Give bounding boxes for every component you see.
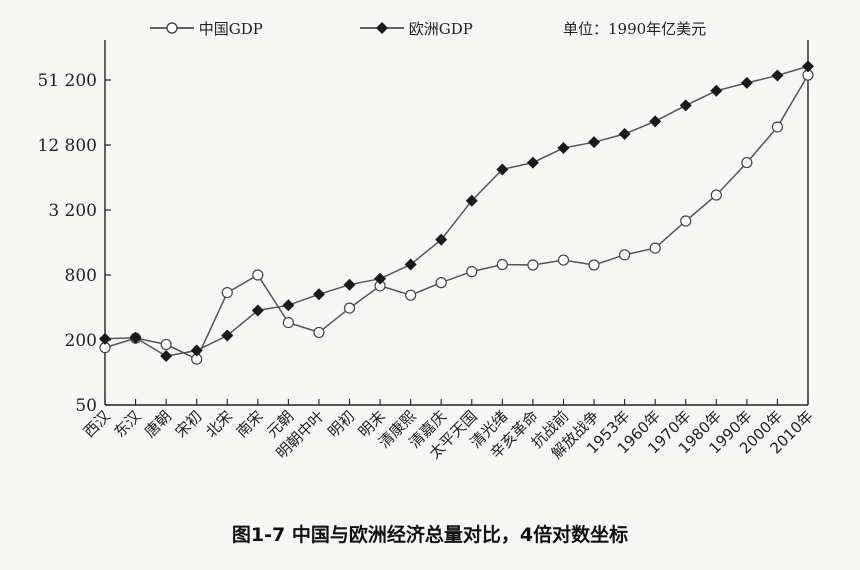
y-tick-label: 51 200 [38, 71, 97, 91]
europe-gdp-point [618, 127, 631, 140]
china-gdp-point [252, 269, 264, 281]
china-gdp-point [405, 289, 417, 301]
x-tick-label: 明初 [324, 407, 358, 441]
china-gdp-point [680, 215, 692, 227]
china-gdp-point [435, 277, 447, 289]
china-gdp-point [282, 316, 294, 329]
europe-gdp-point [129, 331, 142, 344]
x-tick-label: 南宋 [233, 407, 267, 441]
legend-china-label: 中国GDP [198, 20, 263, 38]
china-gdp-point [588, 259, 600, 271]
china-gdp-point [619, 249, 631, 261]
europe-gdp-point [771, 69, 784, 82]
china-gdp-point [710, 189, 722, 201]
legend-europe: 欧洲GDP [360, 18, 473, 39]
figure-caption: 图1-7 中国与欧洲经济总量对比，4倍对数坐标 [231, 524, 629, 546]
y-tick-label: 800 [65, 266, 97, 286]
europe-gdp-point [404, 258, 417, 271]
y-tick-label: 3 200 [48, 201, 97, 221]
x-tick-label: 北宋 [202, 407, 236, 441]
europe-gdp-point [588, 136, 601, 149]
europe-gdp-point [496, 163, 509, 176]
europe-gdp-point [526, 156, 539, 169]
y-tick-label: 200 [65, 331, 97, 351]
china-gdp-point [771, 121, 784, 133]
europe-gdp-point [465, 194, 478, 207]
china-gdp-point [649, 242, 661, 254]
europe-gdp-point [649, 115, 662, 128]
filled-diamond-marker-icon [360, 22, 404, 34]
china-gdp-point [160, 338, 172, 351]
europe-gdp-point [557, 142, 570, 155]
y-tick-label: 12 800 [38, 136, 97, 156]
europe-gdp-point [221, 329, 234, 342]
china-gdp-point [496, 258, 508, 271]
china-gdp-point [466, 266, 478, 278]
china-gdp-point [741, 156, 753, 169]
europe-gdp-point [740, 76, 753, 89]
x-tick-label: 宋初 [172, 407, 206, 441]
china-gdp-point [221, 286, 233, 299]
europe-gdp-point [435, 233, 448, 246]
x-tick-label: 东汉 [110, 407, 144, 441]
europe-gdp-point [710, 84, 723, 97]
china-gdp-point [313, 326, 325, 339]
legend-china: 中国GDP [150, 18, 263, 39]
china-gdp-point [557, 254, 570, 266]
europe-gdp-point [190, 344, 203, 357]
europe-gdp-point [679, 99, 692, 112]
europe-gdp-point [282, 299, 295, 312]
open-circle-marker-icon [150, 22, 194, 34]
x-tick-label: 唐朝 [141, 407, 175, 441]
legend-europe-label: 欧洲GDP [408, 20, 473, 38]
europe-gdp-point [343, 278, 356, 291]
europe-gdp-point [802, 60, 814, 73]
europe-gdp-point [160, 350, 173, 363]
china-gdp-point [527, 259, 539, 271]
china-gdp-line [104, 74, 809, 361]
china-gdp-point [343, 302, 356, 314]
europe-gdp-point [374, 272, 387, 285]
europe-gdp-point [312, 288, 325, 301]
europe-gdp-point [251, 304, 264, 317]
europe-gdp-point [99, 332, 111, 345]
y-tick-label: 50 [75, 396, 97, 416]
europe-gdp-line [104, 65, 809, 357]
unit-label: 单位：1990年亿美元 [563, 20, 707, 38]
